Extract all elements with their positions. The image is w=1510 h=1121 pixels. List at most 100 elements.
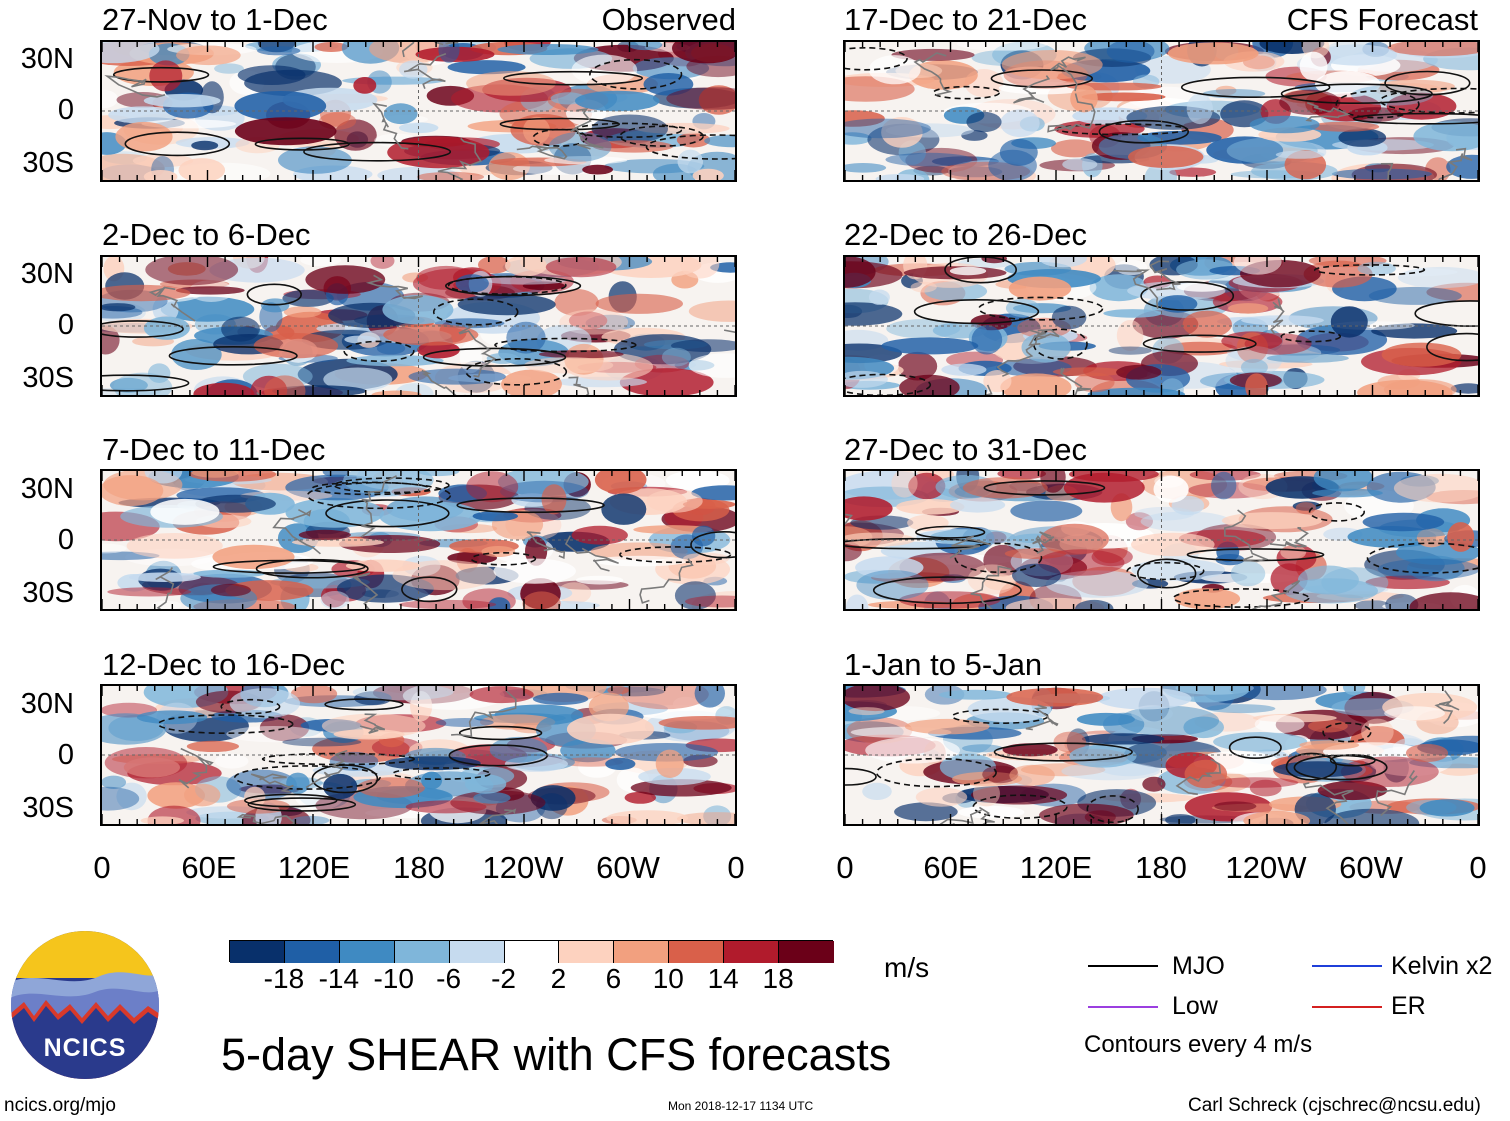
contour-line [1384, 70, 1471, 96]
shear-blob [466, 471, 519, 503]
contour-line [311, 764, 379, 794]
shear-blob [1249, 779, 1282, 797]
lat-label-30n: 30N [20, 688, 74, 720]
shear-blob [175, 286, 245, 295]
contour-line [845, 47, 908, 71]
lat-label-30s: 30S [22, 577, 74, 609]
shear-blob [212, 544, 295, 570]
contour-line [233, 765, 381, 790]
shear-blob [1330, 306, 1368, 338]
shear-blob [1000, 373, 1072, 395]
shear-blob [438, 42, 460, 63]
shear-blob [646, 489, 703, 513]
shear-blob [472, 511, 518, 522]
shear-blob [459, 341, 483, 374]
shear-blob [661, 347, 691, 367]
shear-blob [999, 138, 1038, 166]
shear-blob [102, 42, 160, 64]
shear-blob [481, 546, 516, 557]
shear-blob [1002, 743, 1058, 757]
shear-blob [1450, 383, 1478, 394]
shear-blob [1213, 732, 1308, 752]
shear-blob [845, 370, 888, 388]
contour-line [255, 558, 369, 579]
contour-line [458, 725, 543, 741]
shear-blob [891, 471, 918, 498]
shear-blob [1040, 523, 1109, 555]
coastline [1175, 758, 1222, 795]
contour-line [254, 137, 350, 151]
shear-blob [210, 583, 251, 597]
shear-blob [1051, 305, 1087, 330]
shear-field [102, 42, 735, 180]
shear-blob [191, 140, 219, 151]
shear-blob [1097, 687, 1192, 710]
shear-blob [1377, 558, 1478, 580]
shear-blob [950, 497, 1006, 513]
shear-blob [282, 289, 334, 307]
shear-blob [506, 321, 546, 354]
shear-blob [1230, 561, 1266, 587]
coastline [1223, 509, 1269, 563]
colorbar-tick-label: -2 [491, 963, 516, 994]
contour-line [944, 257, 1017, 284]
shear-blob [102, 543, 127, 554]
lon-label: 60W [1339, 850, 1403, 885]
colorbar-swatch [779, 941, 834, 963]
shear-blob [193, 382, 255, 395]
colorbar-swatch [614, 941, 670, 963]
shear-blob [875, 174, 925, 180]
contour-line [444, 275, 582, 297]
shear-blob [1052, 367, 1125, 377]
shear-blob [688, 300, 735, 322]
coastline [516, 145, 568, 160]
coastline [365, 274, 423, 300]
shear-blob [1074, 372, 1115, 393]
lon-label: 60E [923, 850, 979, 885]
coastline [1305, 102, 1351, 122]
shear-blob [1312, 488, 1383, 498]
shear-blob [582, 164, 613, 175]
shear-blob [1244, 333, 1312, 355]
shear-blob [1134, 506, 1194, 521]
ncics-logo: NCICS [10, 930, 160, 1080]
shear-blob [1249, 115, 1320, 134]
legend-label-mjo: MJO [1172, 952, 1225, 980]
shear-blob [473, 792, 511, 804]
panel-title: 1-Jan to 5-Jan [844, 647, 1043, 682]
coastline [1113, 269, 1159, 309]
shear-blob [605, 757, 636, 770]
coastline [401, 42, 459, 58]
contour-line [261, 752, 415, 766]
shear-blob [845, 163, 887, 173]
shear-blob [1447, 522, 1475, 552]
shear-blob [376, 342, 406, 355]
legend-line-mjo [1088, 965, 1158, 967]
contour-line [1228, 736, 1282, 760]
contour-line [972, 794, 1068, 819]
shear-blob [398, 599, 497, 609]
shear-blob [143, 316, 190, 340]
contour-line [913, 298, 1040, 325]
shear-blob [464, 774, 507, 794]
shear-blob [845, 686, 910, 712]
shear-blob [1075, 599, 1114, 609]
shear-blob [566, 713, 655, 745]
coastline [421, 369, 466, 395]
shear-blob [1245, 373, 1268, 395]
shear-blob [322, 471, 350, 478]
coastline [148, 286, 196, 322]
shear-blob [1012, 563, 1061, 587]
lon-label: 0 [836, 850, 854, 885]
shear-blob [601, 493, 647, 525]
contour-line [983, 480, 1106, 496]
shear-blob [107, 587, 192, 597]
shear-blob [1234, 257, 1282, 275]
shear-blob [698, 85, 735, 115]
shear-field [845, 257, 1478, 395]
shear-blob [214, 63, 244, 74]
shear-blob [845, 118, 931, 139]
lat-label-30s: 30S [22, 362, 74, 394]
colorbar-tick-label: -10 [373, 963, 414, 994]
colorbar [229, 940, 834, 963]
